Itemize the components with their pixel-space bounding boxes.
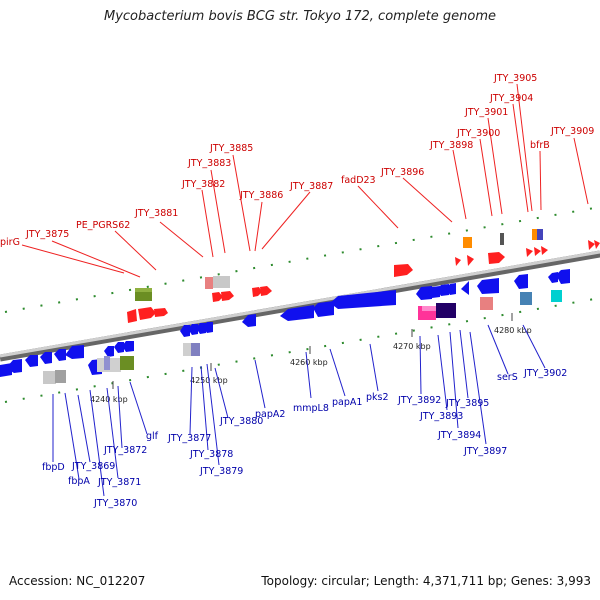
- reverse-gene-label: JTY_3892: [397, 395, 441, 406]
- forward-gene-label: bfrB: [530, 140, 550, 151]
- forward-gene-label: JTY_3904: [489, 93, 533, 104]
- reverse-gene-label: JTY_3877: [167, 433, 211, 444]
- forward-gene-label: JTY_3887: [289, 181, 333, 192]
- reverse-gene-label: JTY_3872: [103, 445, 147, 456]
- forward-gene-label: JTY_3900: [456, 128, 500, 139]
- forward-gene-label: JTY_3883: [187, 158, 231, 169]
- scale-tick-label: 4280 kbp: [494, 326, 532, 335]
- reverse-gene-label: serS: [497, 372, 518, 383]
- reverse-genes: [0, 269, 570, 377]
- forward-gene-label: JTY_3901: [464, 107, 508, 118]
- forward-gene-label: JTY_3898: [429, 140, 473, 151]
- forward-labels: pirG JTY_3875 PE_PGRS62 JTY_3881 JTY_3882 JTY…: [0, 73, 594, 248]
- reverse-gene-label: JTY_3879: [199, 466, 243, 477]
- forward-gene-label: PE_PGRS62: [76, 220, 130, 231]
- reverse-gene-label: fbpD: [42, 462, 65, 473]
- forward-features: [135, 229, 543, 310]
- forward-gene-label: JTY_3905: [493, 73, 537, 84]
- reverse-gene-label: JTY_3893: [419, 411, 463, 422]
- forward-gene-label: JTY_3909: [550, 126, 594, 137]
- scale-tick-label: 4260 kbp: [290, 358, 328, 367]
- accession-text: Accession: NC_012207: [9, 574, 146, 588]
- reverse-gene-label: JTY_3878: [189, 449, 233, 460]
- genome-backbone: [0, 250, 600, 362]
- forward-gene-label: fadD23: [341, 175, 376, 186]
- scale-tick-label: 4270 kbp: [393, 342, 431, 351]
- reverse-gene-label: JTY_3895: [445, 398, 489, 409]
- reverse-gene-label: papA1: [332, 397, 362, 408]
- forward-leaders: [21, 83, 589, 278]
- reverse-gene-label: papA2: [255, 409, 285, 420]
- reverse-gene-label: glf: [146, 431, 159, 442]
- reverse-gene-label: JTY_3871: [97, 477, 141, 488]
- reverse-gene-label: JTY_3869: [71, 461, 115, 472]
- forward-gene-label: JTY_3881: [134, 208, 178, 219]
- forward-genes: [127, 240, 600, 323]
- reverse-gene-label: fbpA: [68, 476, 90, 487]
- forward-gene-label: JTY_3882: [181, 179, 225, 190]
- reverse-features: [43, 290, 562, 384]
- genome-stats-text: Topology: circular; Length: 4,371,711 bp…: [261, 574, 591, 588]
- reverse-gene-label: JTY_3894: [437, 430, 481, 441]
- forward-gene-label: JTY_3896: [380, 167, 424, 178]
- reverse-gene-label: JTY_3870: [93, 498, 137, 509]
- reverse-gene-label: JTY_3880: [219, 416, 263, 427]
- reverse-gene-label: JTY_3897: [463, 446, 507, 457]
- forward-gene-label: JTY_3885: [209, 143, 253, 154]
- reverse-leaders: [52, 324, 546, 497]
- reverse-gene-label: mmpL8: [293, 403, 329, 414]
- forward-gene-label: JTY_3875: [25, 229, 69, 240]
- reverse-gene-label: pks2: [366, 392, 389, 403]
- reverse-gene-label: JTY_3902: [523, 368, 567, 379]
- forward-gene-label: pirG: [0, 237, 20, 248]
- map-title: Mycobacterium bovis BCG str. Tokyo 172, …: [104, 9, 496, 24]
- forward-gene-label: JTY_3886: [239, 190, 283, 201]
